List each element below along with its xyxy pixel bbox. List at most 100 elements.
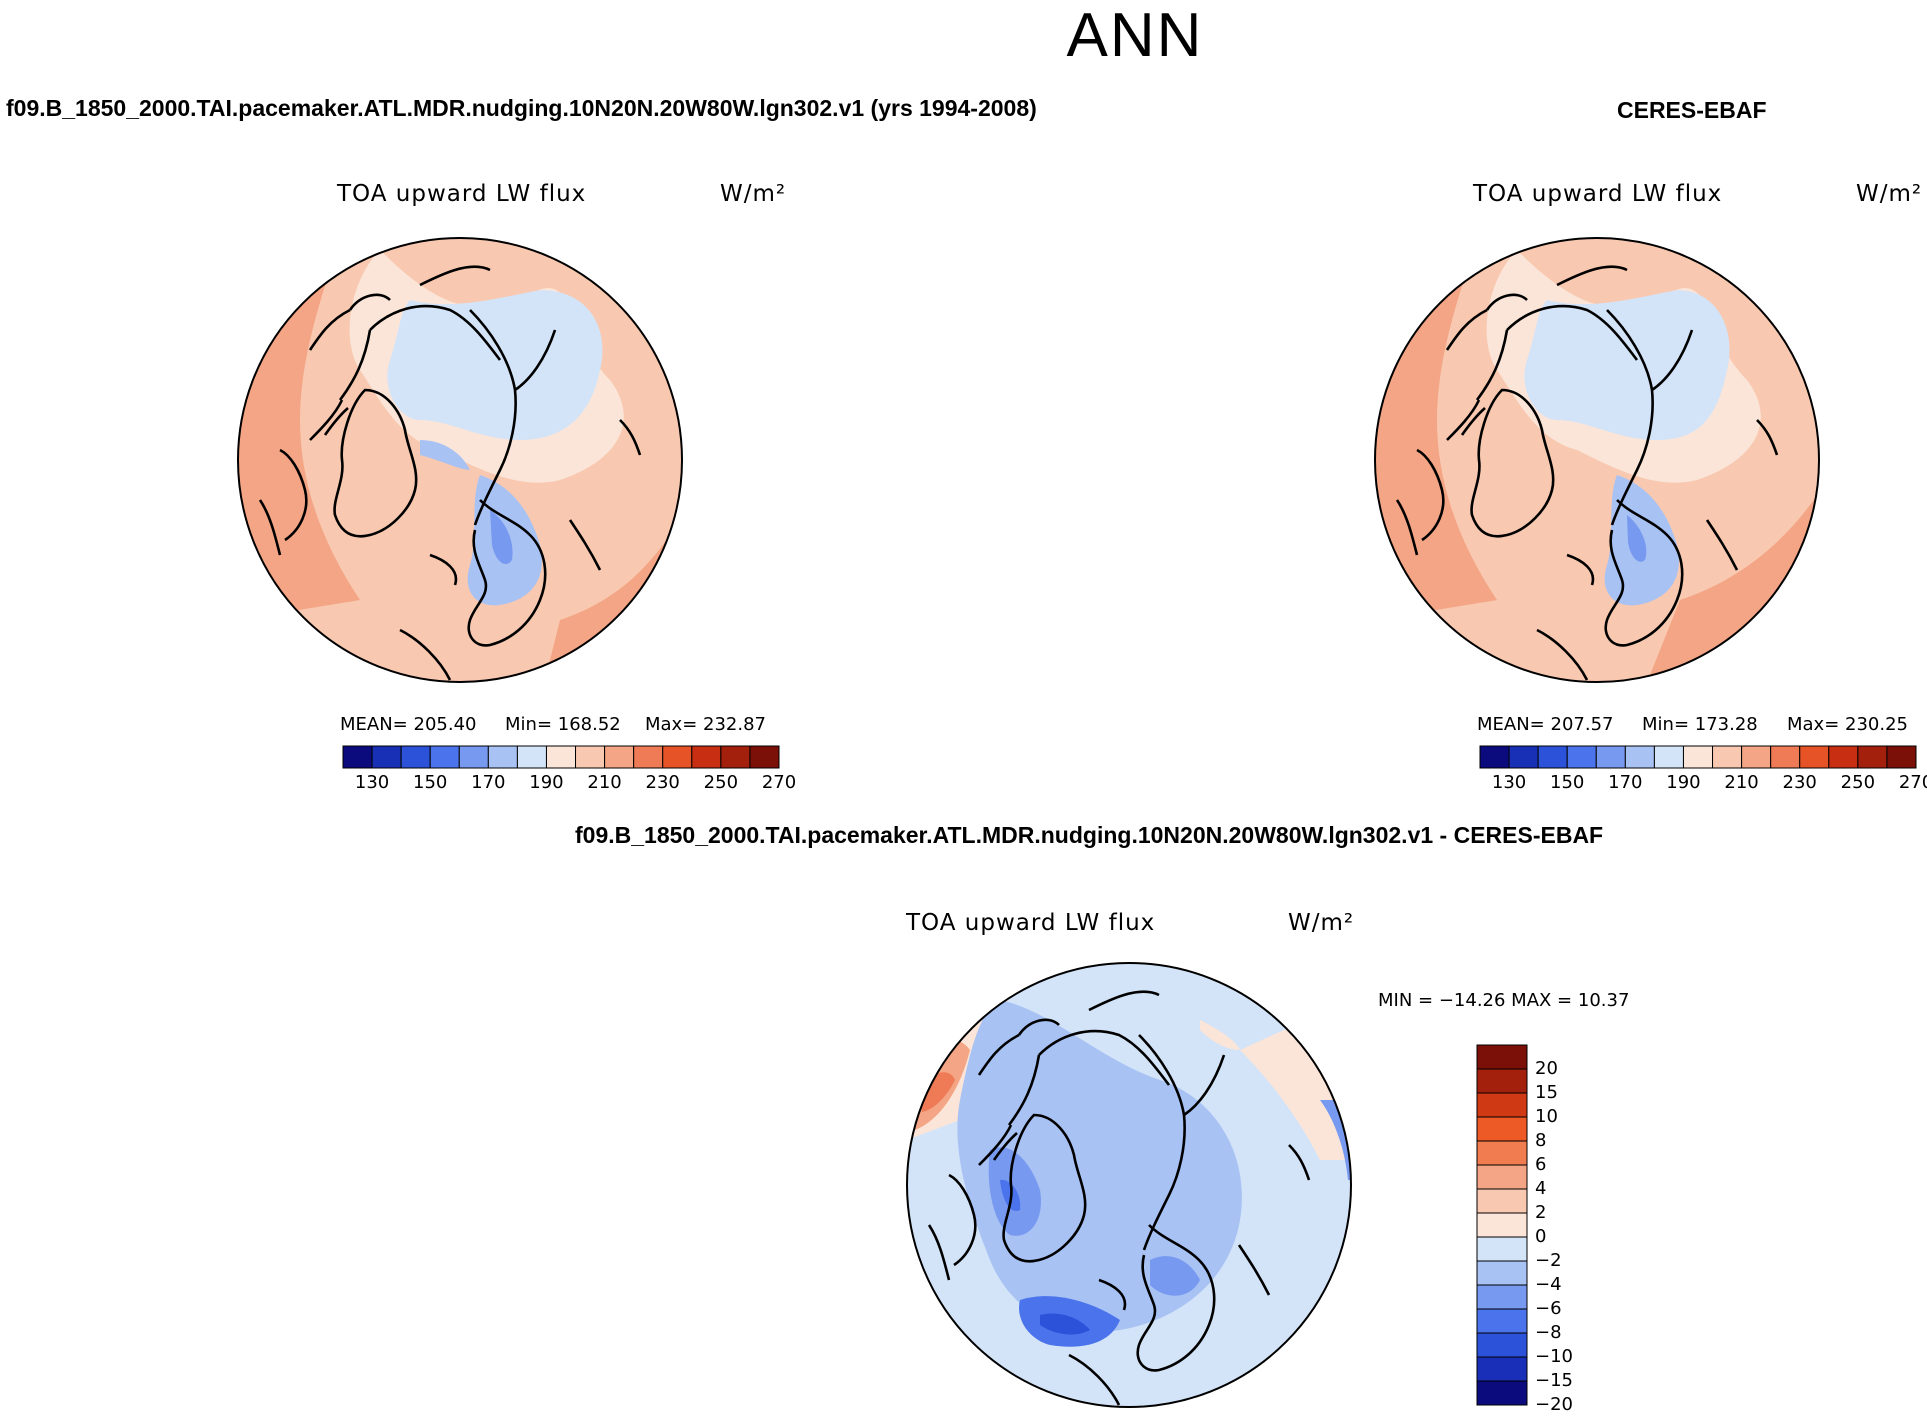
- obs-colorbar-swatch: [1653, 745, 1684, 769]
- model-colorbar-swatch: [633, 745, 664, 769]
- model-colorbar-swatch: [487, 745, 518, 769]
- diff-colorbar-swatch: [1476, 1380, 1528, 1406]
- obs-colorbar-swatch: [1508, 745, 1539, 769]
- diff-colorbar-swatch: [1476, 1332, 1528, 1358]
- obs-case-title: CERES-EBAF: [1617, 97, 1767, 123]
- diff-colorbar-tick-label: 20: [1535, 1058, 1558, 1079]
- diff-colorbar-tick-label: 4: [1535, 1178, 1547, 1199]
- diff-colorbar-tick-label: 0: [1535, 1226, 1547, 1247]
- diff-colorbar-tick-label: 2: [1535, 1202, 1547, 1223]
- obs-colorbar-swatch: [1624, 745, 1655, 769]
- obs-colorbar-tick-label: 210: [1724, 772, 1759, 793]
- obs-colorbar-swatch: [1828, 745, 1859, 769]
- diff-map: [906, 962, 1352, 1408]
- model-units-label: W/m²: [720, 181, 787, 207]
- obs-colorbar-swatch: [1886, 745, 1917, 769]
- obs-colorbar-swatch: [1770, 745, 1801, 769]
- obs-max-label: Max= 230.25: [1787, 714, 1908, 735]
- model-colorbar: [342, 745, 780, 769]
- diff-colorbar: [1476, 1044, 1528, 1406]
- diff-colorbar-tick-label: −8: [1535, 1322, 1562, 1343]
- diff-colorbar-swatch: [1476, 1260, 1528, 1286]
- obs-colorbar-swatch: [1566, 745, 1597, 769]
- diff-colorbar-tick-label: −4: [1535, 1274, 1562, 1295]
- model-colorbar-swatch: [749, 745, 780, 769]
- diff-colorbar-tick-label: −20: [1535, 1394, 1573, 1415]
- diff-colorbar-tick-label: −2: [1535, 1250, 1562, 1271]
- diff-minmax-label: MIN = −14.26 MAX = 10.37: [1378, 990, 1630, 1011]
- model-case-title: f09.B_1850_2000.TAI.pacemaker.ATL.MDR.nu…: [6, 95, 1037, 121]
- obs-colorbar-swatch: [1857, 745, 1888, 769]
- obs-colorbar-tick-label: 270: [1898, 772, 1927, 793]
- diff-case-title: f09.B_1850_2000.TAI.pacemaker.ATL.MDR.nu…: [575, 822, 1604, 848]
- model-colorbar-tick-label: 170: [471, 772, 506, 793]
- diff-colorbar-swatch: [1476, 1140, 1528, 1166]
- model-colorbar-tick-label: 130: [354, 772, 390, 793]
- obs-colorbar-tick-label: 190: [1666, 772, 1701, 793]
- model-colorbar-tick-label: 210: [587, 772, 622, 793]
- model-map: [237, 237, 683, 683]
- diff-colorbar-swatch: [1476, 1116, 1528, 1142]
- model-colorbar-swatch: [458, 745, 489, 769]
- obs-colorbar-tick-label: 250: [1840, 772, 1876, 793]
- model-min-label: Min= 168.52: [505, 714, 621, 735]
- diff-colorbar-swatch: [1476, 1236, 1528, 1262]
- obs-units-label: W/m²: [1856, 181, 1923, 207]
- obs-colorbar-swatch: [1537, 745, 1568, 769]
- obs-colorbar-swatch: [1741, 745, 1772, 769]
- diff-colorbar-swatch: [1476, 1044, 1528, 1070]
- model-colorbar-swatch: [604, 745, 635, 769]
- obs-colorbar-swatch: [1479, 745, 1510, 769]
- diff-colorbar-swatch: [1476, 1164, 1528, 1190]
- model-colorbar-swatch: [662, 745, 693, 769]
- obs-min-label: Min= 173.28: [1642, 714, 1758, 735]
- model-colorbar-tick-label: 230: [645, 772, 680, 793]
- obs-colorbar-tick-label: 170: [1608, 772, 1643, 793]
- model-colorbar-tick-label: 250: [703, 772, 739, 793]
- obs-colorbar-swatch: [1682, 745, 1714, 769]
- obs-variable-label: TOA upward LW flux: [1473, 181, 1723, 207]
- model-colorbar-swatch: [691, 745, 722, 769]
- model-colorbar-swatch: [516, 745, 547, 769]
- model-colorbar-swatch: [400, 745, 431, 769]
- diff-colorbar-swatch: [1476, 1356, 1528, 1382]
- obs-colorbar-tick-label: 150: [1550, 772, 1585, 793]
- diff-colorbar-tick-label: −6: [1535, 1298, 1562, 1319]
- diff-colorbar-tick-label: 15: [1535, 1082, 1558, 1103]
- model-colorbar-swatch: [429, 745, 460, 769]
- obs-mean-label: MEAN= 207.57: [1477, 714, 1614, 735]
- model-colorbar-swatch: [575, 745, 606, 769]
- diff-colorbar-tick-label: −15: [1535, 1370, 1573, 1391]
- diff-colorbar-swatch: [1476, 1212, 1528, 1238]
- model-variable-label: TOA upward LW flux: [337, 181, 587, 207]
- diff-colorbar-swatch: [1476, 1092, 1528, 1118]
- diff-colorbar-swatch: [1476, 1308, 1528, 1334]
- model-colorbar-tick-label: 150: [413, 772, 448, 793]
- model-colorbar-tick-label: 190: [529, 772, 564, 793]
- obs-map: [1374, 237, 1820, 683]
- obs-colorbar-swatch: [1712, 745, 1743, 769]
- model-colorbar-tick-label: 270: [761, 772, 797, 793]
- diff-colorbar-swatch: [1476, 1188, 1528, 1214]
- obs-colorbar: [1479, 745, 1917, 769]
- obs-colorbar-swatch: [1799, 745, 1830, 769]
- model-mean-label: MEAN= 205.40: [340, 714, 477, 735]
- diff-variable-label: TOA upward LW flux: [906, 910, 1156, 936]
- diff-units-label: W/m²: [1288, 910, 1355, 936]
- diff-colorbar-tick-label: 6: [1535, 1154, 1547, 1175]
- obs-colorbar-swatch: [1595, 745, 1626, 769]
- diff-colorbar-tick-label: 8: [1535, 1130, 1547, 1151]
- obs-colorbar-tick-label: 230: [1782, 772, 1817, 793]
- model-max-label: Max= 232.87: [645, 714, 766, 735]
- page-title: ANN: [1066, 1, 1204, 70]
- diff-colorbar-swatch: [1476, 1284, 1528, 1310]
- model-colorbar-swatch: [342, 745, 373, 769]
- model-colorbar-swatch: [720, 745, 751, 769]
- obs-colorbar-tick-label: 130: [1491, 772, 1527, 793]
- diff-colorbar-tick-label: −10: [1535, 1346, 1573, 1367]
- model-colorbar-swatch: [371, 745, 402, 769]
- model-colorbar-swatch: [545, 745, 577, 769]
- diff-colorbar-tick-label: 10: [1535, 1106, 1558, 1127]
- diff-colorbar-swatch: [1476, 1068, 1528, 1094]
